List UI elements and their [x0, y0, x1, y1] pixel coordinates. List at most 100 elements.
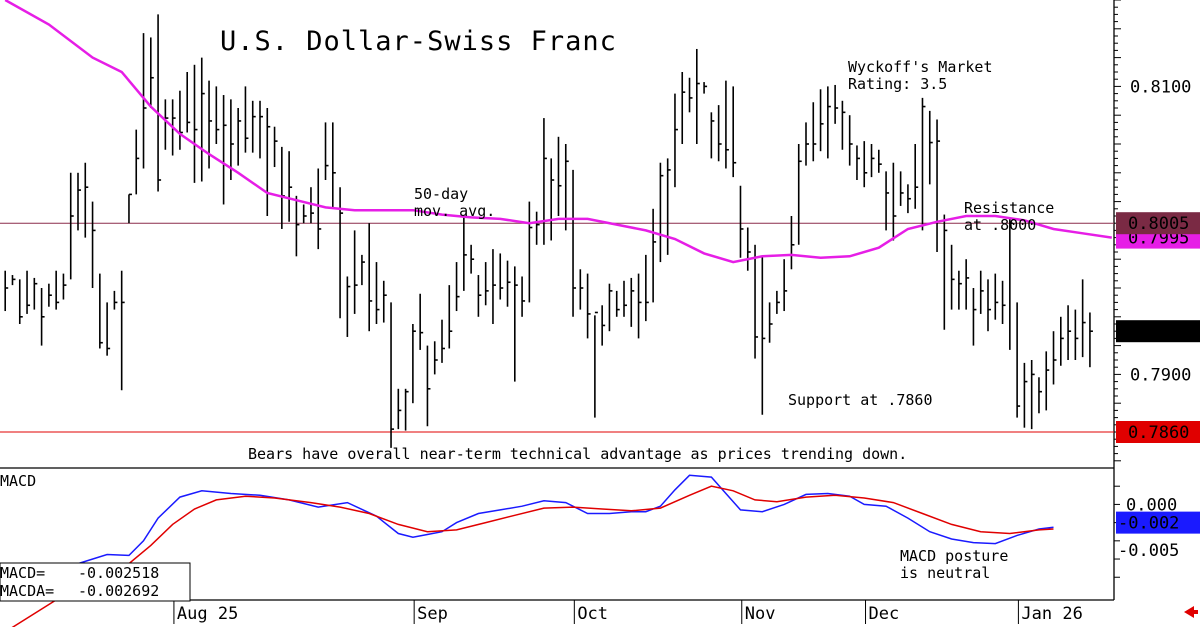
- price-bar: [1052, 331, 1057, 385]
- month-label: Aug 25: [177, 604, 238, 624]
- resistance-label-line-1: Resistance: [964, 199, 1054, 217]
- price-bar: [455, 262, 460, 312]
- macd-tag-box: [1116, 511, 1200, 534]
- price-bar: [99, 273, 103, 349]
- price-bar: [1016, 302, 1021, 418]
- price-bar: [761, 256, 766, 415]
- price-bar: [193, 64, 198, 183]
- price-bar: [397, 388, 402, 430]
- price-bar: [528, 201, 533, 303]
- price-bar: [470, 244, 475, 274]
- price-bar: [506, 260, 511, 307]
- price-bar: [4, 270, 9, 312]
- price-bar: [273, 126, 278, 168]
- price-tag-label: 0.8005: [1128, 214, 1189, 234]
- price-bar: [150, 37, 154, 108]
- price-bar: [579, 269, 584, 310]
- price-bar: [768, 302, 773, 343]
- price-bar: [695, 48, 700, 144]
- price-bar: [346, 276, 351, 337]
- price-bar: [513, 266, 518, 382]
- price-bar: [958, 270, 962, 310]
- price-bar: [645, 254, 649, 322]
- price-bar: [732, 86, 737, 178]
- price-bar: [994, 273, 999, 320]
- price-bar: [499, 253, 504, 300]
- price-bar: [841, 100, 846, 150]
- price-bar: [812, 102, 817, 162]
- price-bar: [659, 162, 664, 263]
- price-bar: [448, 285, 453, 349]
- price-bar: [972, 288, 977, 346]
- price-bar: [128, 193, 132, 224]
- price-bar: [324, 122, 329, 180]
- price-bar: [965, 259, 970, 310]
- month-label: Nov: [745, 604, 776, 624]
- price-bar: [797, 144, 802, 245]
- price-axis-labels: 0.8100 0.7900 0.000 -0.005: [1118, 77, 1191, 561]
- macd-readout-box: [0, 562, 191, 602]
- macd-series-macda: [11, 485, 1054, 627]
- month-label: Sep: [417, 604, 448, 624]
- price-bar: [725, 80, 729, 169]
- price-bar: [251, 100, 256, 153]
- price-bar: [390, 302, 395, 448]
- price-bar: [237, 108, 242, 166]
- price-bar: [1001, 280, 1006, 324]
- chart-title: U.S. Dollar-Swiss Franc: [220, 26, 617, 57]
- price-bar: [259, 100, 263, 159]
- price-bar: [492, 249, 496, 324]
- price-bar: [535, 211, 540, 245]
- price-tag-last: 0.7930: [1116, 320, 1200, 343]
- price-bar: [302, 204, 307, 224]
- price-tag-support: 0.7860: [1116, 421, 1200, 443]
- price-bar: [433, 341, 438, 375]
- support-label: Support at .7860: [788, 391, 933, 409]
- price-tag-resistance: 0.8005: [1116, 212, 1200, 235]
- price-bar: [426, 345, 431, 427]
- month-axis: Aug 25 Sep Oct Nov Dec Jan 26: [173, 600, 1083, 624]
- price-bar: [477, 275, 482, 317]
- price-bar: [62, 273, 67, 300]
- price-bar: [899, 171, 904, 206]
- price-bar: [266, 108, 271, 216]
- price-bar: [55, 270, 60, 310]
- price-bar: [1060, 316, 1064, 366]
- month-label: Dec: [869, 604, 900, 624]
- price-bar: [601, 305, 606, 346]
- price-bar: [936, 119, 941, 252]
- ma-label-line-2: mov. avg.: [414, 202, 495, 220]
- price-bar: [521, 276, 526, 317]
- price-bar: [819, 89, 824, 152]
- price-bar: [179, 90, 183, 150]
- price-bar: [331, 122, 336, 209]
- price-bar: [40, 288, 45, 346]
- price-bar: [564, 144, 569, 231]
- price-bar: [77, 172, 81, 231]
- price-bar: [746, 227, 751, 271]
- price-bar: [106, 302, 111, 356]
- price-bar: [1067, 305, 1072, 360]
- price-bar: [586, 273, 591, 339]
- price-bar: [827, 86, 831, 159]
- price-bar: [950, 244, 955, 310]
- price-bar: [412, 324, 416, 404]
- price-bar: [630, 277, 635, 327]
- price-bar: [215, 86, 220, 144]
- price-bars: [4, 14, 1093, 448]
- bottom-note: Bears have overall near-term technical a…: [248, 445, 907, 463]
- price-bar: [688, 77, 693, 113]
- macd-current-tag: -0.002: [1116, 511, 1200, 534]
- price-bar: [1089, 312, 1093, 368]
- price-bar: [710, 112, 715, 159]
- price-bar: [914, 144, 919, 209]
- price-bar: [1038, 377, 1042, 414]
- ma-label-line-1: 50-day: [414, 185, 468, 203]
- price-bar: [33, 277, 38, 310]
- month-label: Jan 26: [1021, 604, 1082, 624]
- price-bar: [557, 136, 562, 216]
- price-bar: [776, 290, 780, 314]
- scroll-left-icon[interactable]: [1184, 606, 1198, 618]
